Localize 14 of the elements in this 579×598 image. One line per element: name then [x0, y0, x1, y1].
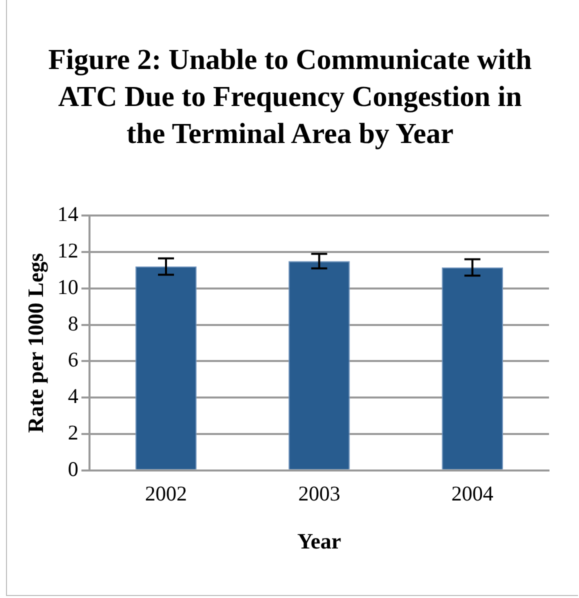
- x-tick-label: 2003: [298, 482, 340, 506]
- x-tick-label: 2004: [451, 482, 494, 506]
- x-tick-label: 2002: [145, 482, 187, 506]
- y-tick-label: 12: [57, 238, 78, 263]
- y-tick-label: 2: [68, 420, 78, 445]
- y-tick-label: 8: [68, 311, 78, 336]
- x-axis-title: Year: [297, 528, 342, 554]
- y-tick-label: 0: [68, 456, 78, 481]
- chart-title: Figure 2: Unable to Communicate with ATC Due to Frequency Congestion in the Terminal Area by Year: [47, 43, 533, 152]
- y-tick-label: 10: [57, 274, 78, 299]
- y-axis-title: Rate per 1000 Legs: [22, 252, 48, 433]
- y-tick-label: 4: [68, 384, 79, 408]
- y-tick-label: 6: [68, 348, 78, 372]
- y-tick-label: 14: [57, 202, 79, 226]
